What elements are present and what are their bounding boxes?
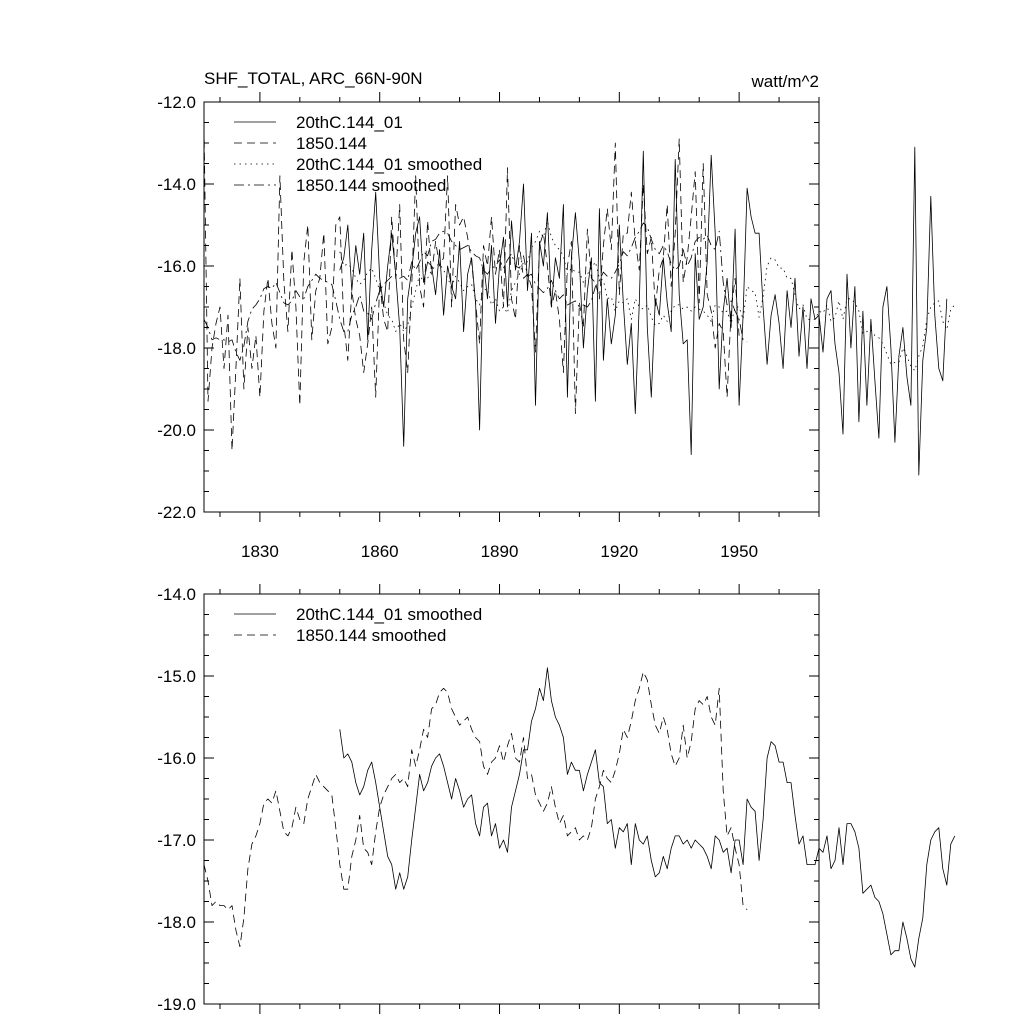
- series-line: [203, 126, 740, 451]
- series-line: [339, 146, 948, 476]
- y-tick-label: -12.0: [157, 93, 196, 112]
- top-panel: SHF_TOTAL, ARC_66N-90N watt/m^2 -12.0 -14…: [157, 69, 956, 561]
- y-tick-label: -14.0: [157, 175, 196, 194]
- chart-title: SHF_TOTAL, ARC_66N-90N: [204, 69, 423, 88]
- legend-label: 20thC.144_01 smoothed: [296, 155, 482, 174]
- legend-label: 1850.144 smoothed: [296, 626, 446, 645]
- x-tick-label: 1860: [361, 542, 399, 561]
- legend-label: 1850.144 smoothed: [296, 176, 446, 195]
- y-tick-label: -17.0: [157, 831, 196, 850]
- series-line: [203, 222, 748, 361]
- x-tick-label: 1890: [481, 542, 519, 561]
- legend-label: 20thC.144_01 smoothed: [296, 605, 482, 624]
- y-tick-label: -18.0: [157, 913, 196, 932]
- series-line: [203, 671, 748, 947]
- y-tick-label: -20.0: [157, 421, 196, 440]
- bottom-panel: -14.0 -15.0 -16.0 -17.0 -18.0 -19.0 20thC.144…: [157, 584, 956, 1014]
- y-tick-label: -22.0: [157, 503, 196, 522]
- y-tick-label: -14.0: [157, 585, 196, 604]
- plot-frame: [203, 101, 820, 513]
- series-line: [339, 667, 956, 968]
- x-tick-label: 1920: [600, 542, 638, 561]
- y-tick-label: -16.0: [157, 257, 196, 276]
- legend: 20thC.144_01 1850.144 20thC.144_01 smoothe…: [234, 113, 482, 195]
- x-tick-label: 1830: [241, 542, 279, 561]
- series-line: [339, 220, 956, 372]
- units-label: watt/m^2: [751, 72, 820, 91]
- plot-frame: [203, 593, 820, 1005]
- y-tick-label: -16.0: [157, 749, 196, 768]
- y-tick-label: -19.0: [157, 995, 196, 1014]
- x-tick-label: 1950: [720, 542, 758, 561]
- legend-label: 20thC.144_01: [296, 113, 403, 132]
- legend-label: 1850.144: [296, 134, 367, 153]
- y-tick-label: -15.0: [157, 667, 196, 686]
- legend: 20thC.144_01 smoothed 1850.144 smoothed: [234, 605, 482, 645]
- y-tick-label: -18.0: [157, 339, 196, 358]
